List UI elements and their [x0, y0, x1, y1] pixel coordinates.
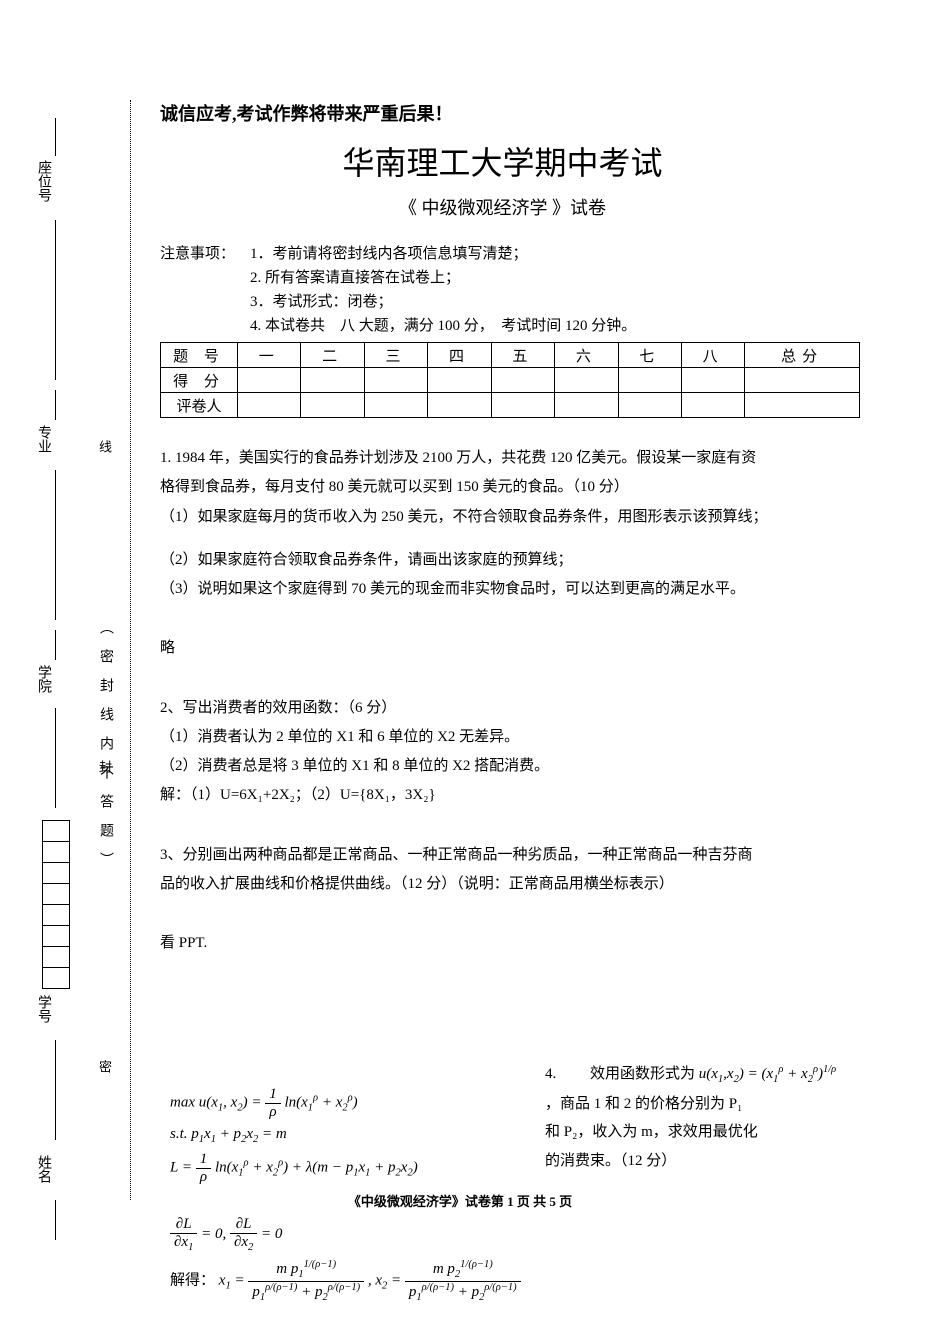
exam-subtitle: 《 中级微观经济学 》试卷 [160, 194, 845, 220]
q3-stem: 3、分别画出两种商品都是正常商品、一种正常商品一种劣质品，一种正常商品一种吉芬商 [160, 841, 845, 870]
vline [55, 1040, 56, 1140]
eq-constraint: s.t. p1x1 + p2x2 = m [170, 1126, 630, 1145]
score-header: 七 [618, 343, 681, 368]
integrity-statement: 诚信应考,考试作弊将带来严重后果！ [160, 100, 845, 126]
notes-block: 注意事项： 1．考前请将密封线内各项信息填写清楚； 2. 所有答案请直接答在试卷… [160, 242, 845, 338]
q1-part3: （3）说明如果这个家庭得到 70 美元的现金而非实物食品时，可以达到更高的满足水… [160, 575, 845, 604]
q1-answer: 略 [160, 634, 845, 663]
q2-part1: （1）消费者认为 2 单位的 X1 和 6 单位的 X2 无差异。 [160, 723, 845, 752]
score-table: 题 号 一 二 三 四 五 六 七 八 总分 得 分 评卷人 [160, 342, 860, 418]
label-name: 姓名 [33, 1155, 53, 1183]
score-header: 总分 [745, 343, 860, 368]
vline [55, 220, 56, 380]
vline [55, 630, 56, 660]
q1-part2: （2）如果家庭符合领取食品券条件，请画出该家庭的预算线； [160, 546, 845, 575]
seal-marker-mi: 密 [95, 1060, 114, 1077]
q4-math-derivation: max u(x1, x2) = 1ρ ln(x1ρ + x2ρ) s.t. p1… [170, 1080, 630, 1309]
exam-title: 华南理工大学期中考试 [160, 138, 845, 184]
q3-answer: 看 PPT. [160, 929, 845, 958]
q3-stem: 品的收入扩展曲线和价格提供曲线。（12 分）（说明：正常商品用横坐标表示） [160, 870, 845, 899]
seal-dotted-line [130, 100, 131, 1200]
vline [55, 1200, 56, 1240]
eq-lagrangian: L = 1ρ ln(x1ρ + x2ρ) + λ(m − p1x1 + p2x2… [170, 1151, 630, 1185]
eq-foc: ∂L∂x1 = 0, ∂L∂x2 = 0 [170, 1216, 630, 1253]
vline [55, 390, 56, 420]
student-id-boxes [42, 820, 70, 989]
eq-max: max u(x1, x2) = 1ρ ln(x1ρ + x2ρ) [170, 1086, 630, 1120]
q2-part2: （2）消费者总是将 3 单位的 X1 和 8 单位的 X2 搭配消费。 [160, 752, 845, 781]
score-header: 四 [428, 343, 491, 368]
label-major: 专业 [33, 425, 53, 453]
q2-answer: 解：（1）U=6X₁+2X₂；（2）U={8X₁，3X₂} [160, 781, 845, 810]
binding-strip: 线 封 密 （ 密 封 线 内 不 答 题 ） 座位号 专业 学院 学号 姓名 [0, 100, 130, 1200]
questions-body: 1. 1984 年，美国实行的食品券计划涉及 2100 万人，共花费 120 亿… [160, 444, 845, 958]
score-row-label: 得 分 [161, 368, 238, 393]
score-header: 六 [555, 343, 618, 368]
seal-marker-line: 线 [95, 440, 114, 457]
score-header: 一 [238, 343, 301, 368]
notes-label: 注意事项： [160, 242, 250, 266]
score-header: 题 号 [161, 343, 238, 368]
q4-utility-formula: u(x1,x2) = (x1ρ + x2ρ)1/ρ [699, 1066, 836, 1082]
label-student-id: 学号 [33, 995, 53, 1023]
note-item-4: 4. 本试卷共 八 大题，满分 100 分， 考试时间 120 分钟。 [250, 314, 636, 338]
score-row-label: 评卷人 [161, 393, 238, 418]
note-item-1: 1．考前请将密封线内各项信息填写清楚； [250, 242, 528, 266]
label-seat: 座位号 [33, 160, 53, 202]
q2-stem: 2、写出消费者的效用函数：（6 分） [160, 694, 845, 723]
vline [55, 470, 56, 620]
score-header: 二 [301, 343, 364, 368]
score-header: 三 [364, 343, 427, 368]
q1-part1: （1）如果家庭每月的货币收入为 250 美元，不符合领取食品券条件，用图形表示该… [160, 503, 845, 532]
note-item-3: 3．考试形式：闭卷； [250, 290, 393, 314]
seal-note: （ 密 封 线 内 不 答 题 ） [95, 620, 115, 866]
q1-stem: 1. 1984 年，美国实行的食品券计划涉及 2100 万人，共花费 120 亿… [160, 444, 845, 473]
vline [55, 708, 56, 808]
eq-solution: 解得： x1 = m p11/(ρ−1) p1ρ/(ρ−1) + p2ρ/(ρ−… [170, 1259, 630, 1303]
score-header: 八 [681, 343, 744, 368]
label-college: 学院 [33, 665, 53, 693]
vline [55, 118, 56, 156]
note-item-2: 2. 所有答案请直接答在试卷上； [250, 266, 460, 290]
q1-stem: 格得到食品券，每月支付 80 美元就可以买到 150 美元的食品。（10 分） [160, 473, 845, 502]
score-header: 五 [491, 343, 554, 368]
page-footer: 《中级微观经济学》试卷第 1 页 共 5 页 [290, 1191, 630, 1210]
